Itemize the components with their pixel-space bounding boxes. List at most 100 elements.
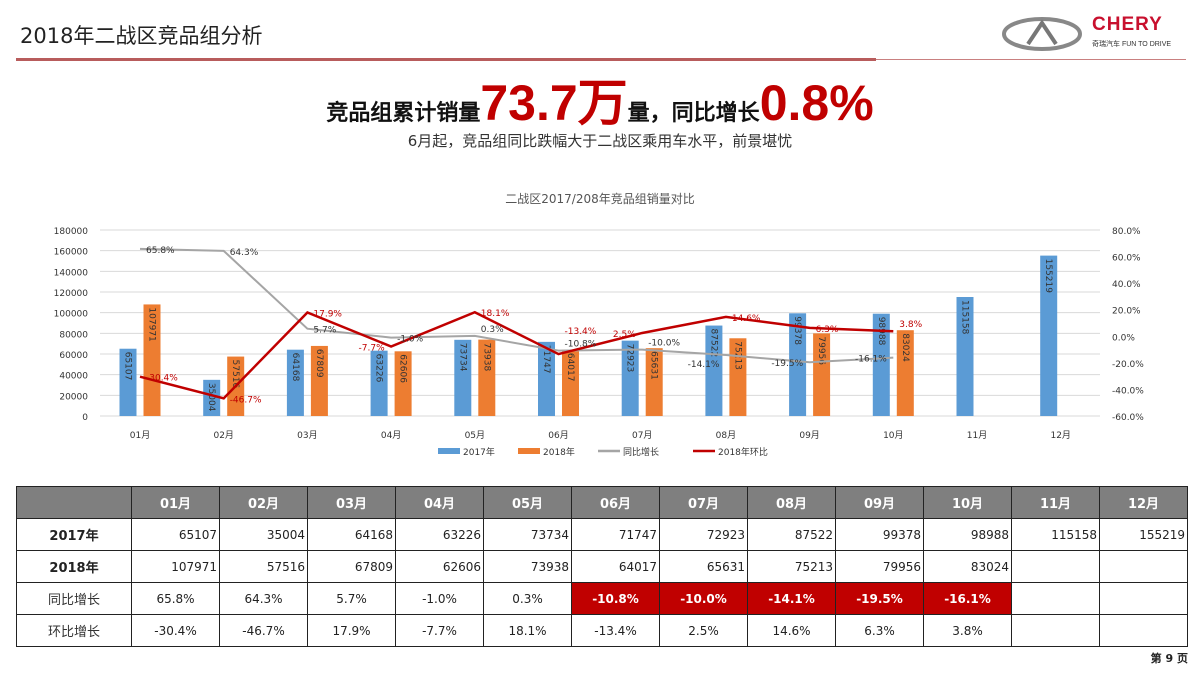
y-tick-label: 160000 (54, 248, 89, 258)
bar-value-label: 35004 (206, 383, 216, 412)
table-row: 同比增长 65.8% 64.3% 5.7% -1.0% 0.3% -10.8% -10.0% -… (16, 582, 1188, 615)
table-cell (1099, 614, 1188, 647)
legend-swatch (438, 448, 460, 454)
row-label: 环比增长 (16, 614, 132, 647)
chery-logo-icon (1002, 17, 1082, 51)
column-header: 08月 (747, 486, 836, 519)
table-cell: -13.4% (571, 614, 660, 647)
bar-2018 (645, 348, 663, 416)
legend-label: 2018年环比 (718, 446, 768, 458)
bar-2017 (1040, 255, 1058, 416)
y2-tick-label: 20.0% (1112, 307, 1141, 317)
y-tick-label: 180000 (54, 227, 89, 237)
bar-value-label: 72923 (625, 344, 635, 373)
headline: 竞品组累计销量73.7万量，同比增长0.8% (0, 76, 1200, 142)
table-cell: 5.7% (307, 582, 396, 615)
y-tick-label: 140000 (54, 268, 89, 278)
table-cell: 72923 (659, 518, 748, 551)
line-value-label: 3.8% (899, 320, 922, 330)
x-tick-label: 04月 (381, 430, 401, 441)
table-cell: 67809 (307, 550, 396, 583)
table-cell: 73938 (483, 550, 572, 583)
bar-2018 (562, 349, 579, 416)
table-row: 环比增长 -30.4% -46.7% 17.9% -7.7% 18.1% -13.4% 2.5… (16, 614, 1188, 647)
y2-tick-label: -20.0% (1112, 360, 1144, 370)
bar-value-label: 87522 (708, 329, 718, 358)
table-cell: 62606 (395, 550, 484, 583)
y-tick-label: 0 (82, 413, 88, 423)
x-tick-label: 08月 (716, 430, 736, 441)
bar-value-label: 64168 (290, 353, 300, 382)
line-value-label: 14.6% (732, 314, 761, 324)
line-value-label: -19.5% (771, 359, 803, 369)
table-cell (1011, 582, 1100, 615)
bar-2017 (119, 348, 137, 416)
table-cell: -10.8% (571, 582, 660, 615)
table-cell: 3.8% (923, 614, 1012, 647)
y-tick-label: 80000 (59, 330, 88, 340)
line-value-label: 0.3% (481, 325, 504, 335)
table-cell: -7.7% (395, 614, 484, 647)
line-value-label: 5.7% (313, 326, 336, 336)
bar-2017 (370, 350, 388, 416)
table-cell: -10.0% (659, 582, 748, 615)
table-cell: 63226 (395, 518, 484, 551)
line-value-label: -16.1% (855, 355, 887, 365)
y-tick-label: 60000 (59, 351, 88, 361)
bar-2017 (203, 379, 221, 416)
y-tick-label: 20000 (59, 392, 88, 402)
table-cell: 83024 (923, 550, 1012, 583)
legend-label: 2017年 (463, 446, 495, 458)
bar-2018 (729, 338, 747, 416)
legend-label: 2018年 (543, 446, 575, 458)
bar-value-label: 155219 (1043, 259, 1053, 294)
column-header: 01月 (131, 486, 220, 519)
line-value-label: 18.1% (481, 309, 510, 319)
x-tick-label: 01月 (130, 430, 150, 441)
bar-value-label: 67809 (314, 349, 324, 378)
table-cell: -19.5% (835, 582, 924, 615)
x-tick-label: 02月 (213, 430, 233, 441)
line-value-label: -13.4% (565, 327, 597, 337)
column-header: 07月 (659, 486, 748, 519)
column-header: 05月 (483, 486, 572, 519)
table-cell: 65107 (131, 518, 220, 551)
y2-tick-label: -40.0% (1112, 386, 1144, 396)
bar-value-label: 65107 (123, 352, 133, 381)
bar-2018 (813, 333, 831, 416)
bar-2017 (789, 313, 807, 416)
table-cell: 73734 (483, 518, 572, 551)
table-header-row: 01月 02月 03月 04月 05月 06月 07月 08月 09月 10月 11月 12月 (16, 486, 1188, 519)
line-value-label: -10.0% (648, 339, 680, 349)
chart-title: 二战区2017/208年竞品组销量对比 (505, 192, 695, 206)
page-title: 2018年二战区竞品组分析 (20, 24, 263, 48)
bar-2017 (621, 340, 639, 416)
subtitle: 6月起，竞品组同比跌幅大于二战区乘用车水平，前景堪忧 (407, 132, 793, 150)
line-value-label: 6.3% (816, 325, 839, 335)
bar-value-label: 71747 (541, 345, 551, 374)
headline-text: 量，同比增长 (627, 101, 760, 126)
y2-tick-label: 0.0% (1112, 333, 1135, 343)
x-tick-label: 10月 (883, 430, 903, 441)
brand-slogan: 奇瑞汽车 FUN TO DRIVE (1092, 41, 1172, 48)
table-cell: 57516 (219, 550, 308, 583)
bar-value-label: 62606 (398, 354, 408, 383)
bar-2017 (454, 339, 472, 416)
bar-2017 (705, 325, 723, 416)
bar-2018 (896, 330, 914, 416)
line-value-label: -7.7% (359, 344, 386, 354)
table-cell: 0.3% (483, 582, 572, 615)
table-cell (1099, 550, 1188, 583)
line-value-label: -14.1% (688, 360, 720, 370)
table-cell: 6.3% (835, 614, 924, 647)
row-label: 2017年 (16, 518, 132, 551)
column-header: 04月 (395, 486, 484, 519)
table-cell (1099, 582, 1188, 615)
column-header: 03月 (307, 486, 396, 519)
bar-2018 (143, 304, 161, 416)
column-header: 09月 (835, 486, 924, 519)
column-header: 11月 (1011, 486, 1100, 519)
table-row: 2018年 107971 57516 67809 62606 73938 64017 6563… (16, 550, 1188, 583)
table-cell: 98988 (923, 518, 1012, 551)
table-cell: 107971 (131, 550, 220, 583)
